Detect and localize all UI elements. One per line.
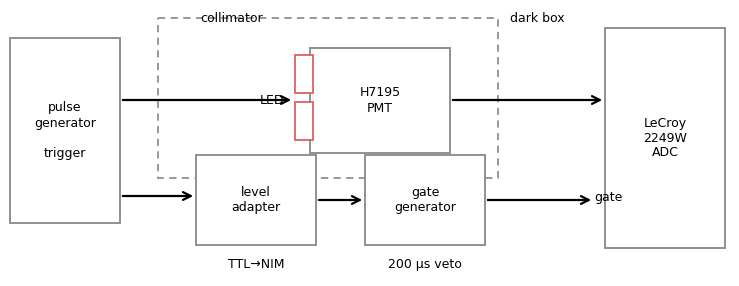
Text: 200 μs veto: 200 μs veto xyxy=(388,258,462,271)
Text: TTL→NIM: TTL→NIM xyxy=(228,258,285,271)
Text: level
adapter: level adapter xyxy=(231,186,281,214)
Bar xyxy=(196,155,316,245)
Text: dark box: dark box xyxy=(510,12,565,25)
Bar xyxy=(295,102,313,140)
Text: H7195
PMT: H7195 PMT xyxy=(359,86,401,114)
Text: gate: gate xyxy=(594,192,622,204)
Bar xyxy=(605,28,725,248)
Bar xyxy=(365,155,485,245)
Bar xyxy=(295,55,313,93)
Text: collimator: collimator xyxy=(200,12,262,25)
Bar xyxy=(310,48,450,153)
Text: gate
generator: gate generator xyxy=(394,186,456,214)
Text: pulse
generator

trigger: pulse generator trigger xyxy=(34,102,96,160)
Text: LeCroy
2249W
ADC: LeCroy 2249W ADC xyxy=(643,116,687,160)
Text: LED: LED xyxy=(259,94,284,106)
Bar xyxy=(10,38,120,223)
Bar xyxy=(158,18,498,178)
